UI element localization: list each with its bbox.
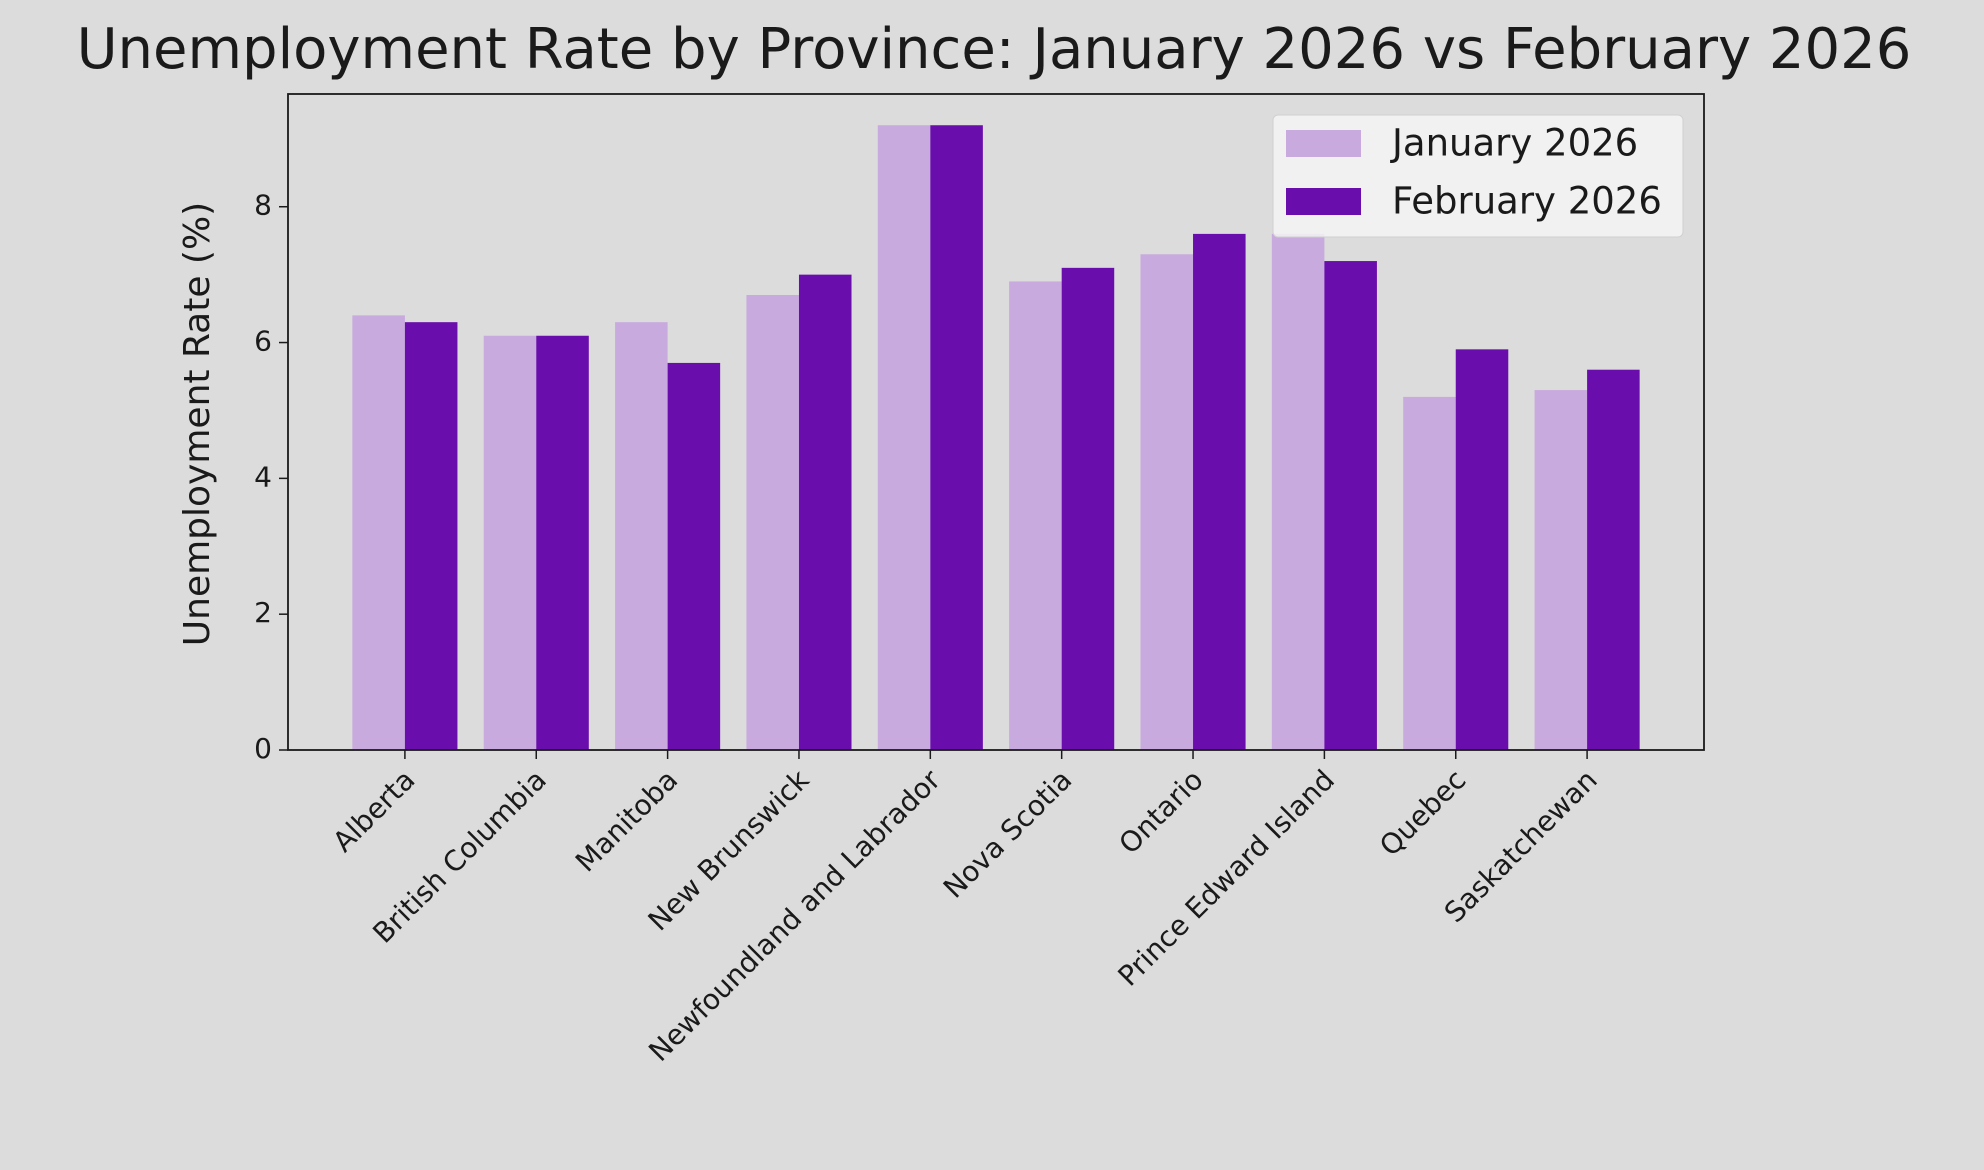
bar (352, 315, 405, 750)
y-axis-label: Unemployment Rate (%) (177, 202, 218, 646)
y-tick-label: 2 (254, 596, 272, 629)
bar (930, 125, 983, 750)
legend-swatch (1286, 130, 1361, 157)
bar (746, 295, 799, 750)
bar (1061, 267, 1115, 750)
bar (1587, 369, 1640, 750)
bar (877, 125, 931, 750)
bar (798, 274, 852, 750)
y-tick-label: 0 (254, 732, 272, 765)
bar (1403, 396, 1456, 750)
plot-frame (287, 93, 1705, 751)
bar (1193, 233, 1246, 750)
bar (483, 335, 537, 750)
bar (1324, 261, 1377, 750)
bar (1534, 390, 1588, 750)
y-tick-label: 8 (254, 189, 272, 222)
bar (1009, 281, 1062, 750)
legend-box (1272, 114, 1684, 238)
bar (1140, 254, 1194, 750)
bar (1271, 233, 1325, 750)
bar (615, 322, 668, 750)
y-tick-label: 4 (254, 460, 272, 493)
bar (404, 322, 458, 750)
bar (1455, 349, 1509, 750)
legend-label: January 2026 (1390, 122, 1638, 165)
legend-swatch (1286, 188, 1361, 215)
legend-label: February 2026 (1392, 180, 1662, 223)
bar (536, 335, 589, 750)
bar (667, 362, 721, 750)
y-tick-label: 6 (254, 325, 272, 358)
chart-title: Unemployment Rate by Province: January 2… (77, 17, 1912, 82)
